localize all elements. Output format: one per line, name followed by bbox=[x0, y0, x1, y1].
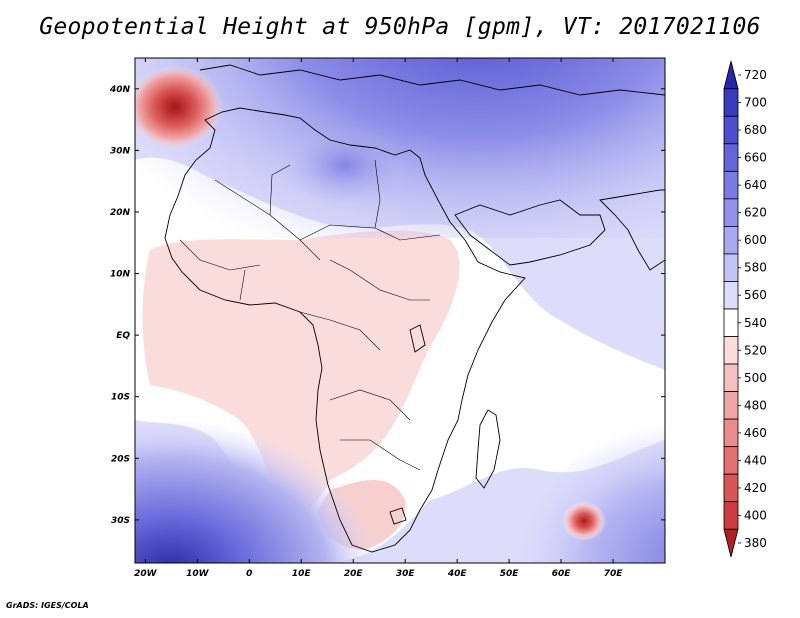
lesotho bbox=[389, 507, 407, 525]
colorbar-label: 460 bbox=[744, 426, 767, 440]
grads-credit: GrADS: IGES/COLA bbox=[6, 601, 89, 610]
field-high-southwest bbox=[135, 420, 395, 563]
lat-label: 30N bbox=[110, 146, 131, 156]
colorbar-swatch bbox=[723, 418, 739, 448]
coastline-africa bbox=[164, 107, 526, 553]
colorbar-label: 480 bbox=[744, 398, 767, 412]
colorbar-label: 660 bbox=[744, 151, 767, 165]
colorbar-label: 580 bbox=[744, 261, 767, 275]
lon-label: 10W bbox=[186, 569, 210, 579]
colorbar-label: 620 bbox=[744, 206, 767, 220]
colorbar-swatch bbox=[723, 253, 739, 282]
axis-ticks bbox=[135, 58, 665, 563]
field-band-520 bbox=[142, 230, 460, 520]
borders-lines bbox=[179, 159, 441, 471]
colorbar-swatch bbox=[723, 198, 739, 227]
colorbar-bottom-arrow bbox=[723, 528, 739, 558]
colorbar-label: 700 bbox=[744, 96, 767, 110]
colorbar-swatch bbox=[723, 391, 739, 420]
colorbar-label: 600 bbox=[744, 233, 767, 247]
colorbar-label: 520 bbox=[744, 343, 767, 357]
field-high-sahara bbox=[285, 125, 405, 205]
colorbar-swatch bbox=[723, 226, 739, 255]
colorbar-label: 560 bbox=[744, 288, 767, 302]
lat-label: 20N bbox=[110, 208, 131, 218]
country-borders bbox=[179, 159, 441, 471]
coastline-madagascar bbox=[475, 409, 501, 489]
colorbar: 720 700 680 660 640 620 600 580 560 540 520 500 480 4… bbox=[723, 60, 767, 558]
colorbar-label: 500 bbox=[744, 371, 767, 385]
colorbar-label: 420 bbox=[744, 481, 767, 495]
colorbar-label: 720 bbox=[744, 68, 767, 82]
coastline-india bbox=[599, 189, 665, 271]
lon-label: 50E bbox=[500, 569, 520, 579]
field-high-southeast bbox=[500, 420, 665, 563]
lake-victoria bbox=[409, 324, 426, 353]
colorbar-swatch bbox=[723, 336, 739, 365]
lat-label: 10N bbox=[110, 270, 131, 280]
coastline-mediterranean bbox=[199, 64, 665, 96]
colorbar-swatch bbox=[723, 446, 739, 475]
lon-label: 30E bbox=[396, 569, 416, 579]
map-field bbox=[135, 58, 665, 563]
colorbar-label: 540 bbox=[744, 316, 767, 330]
map-title: Geopotential Height at 950hPa [gpm], VT:… bbox=[39, 14, 761, 40]
lat-label: 20S bbox=[111, 454, 130, 464]
colorbar-label: 380 bbox=[744, 536, 767, 550]
colorbar-label: 640 bbox=[744, 178, 767, 192]
colorbar-label: 440 bbox=[744, 453, 767, 467]
colorbar-swatch bbox=[723, 88, 739, 117]
lon-label: 20W bbox=[134, 569, 158, 579]
colorbar-swatch bbox=[723, 115, 739, 145]
lon-label: 40E bbox=[447, 569, 468, 579]
colorbar-swatch bbox=[723, 281, 739, 310]
colorbar-label: 400 bbox=[744, 508, 767, 522]
lat-label: 30S bbox=[111, 516, 130, 526]
colorbar-swatch bbox=[723, 143, 739, 172]
lat-label: EQ bbox=[116, 331, 130, 341]
lon-label: 70E bbox=[604, 569, 624, 579]
colorbar-swatch bbox=[723, 501, 739, 530]
field-high-north bbox=[135, 58, 665, 238]
axis-labels: 40N 30N 20N 10N EQ 10S 20S 30S 20W 10W 0 10E 20E 30E 4… bbox=[109, 85, 623, 579]
colorbar-swatch bbox=[723, 170, 739, 200]
lat-label: 10S bbox=[111, 393, 130, 403]
lon-label: 10E bbox=[292, 569, 312, 579]
map-frame bbox=[134, 57, 666, 564]
colorbar-swatch bbox=[723, 473, 739, 503]
lat-label: 40N bbox=[109, 85, 131, 95]
lon-label: 60E bbox=[552, 569, 572, 579]
colorbar-swatch bbox=[723, 308, 739, 337]
low-center-atlantic bbox=[135, 65, 223, 149]
low-center-indian-ocean bbox=[562, 501, 606, 541]
colorbar-swatch bbox=[723, 363, 739, 392]
coastlines bbox=[164, 64, 665, 553]
lon-label: 20E bbox=[344, 569, 364, 579]
colorbar-top-arrow bbox=[723, 60, 739, 90]
lon-label: 0 bbox=[246, 569, 252, 579]
coastline-arabia bbox=[454, 199, 606, 266]
colorbar-label: 680 bbox=[744, 123, 767, 137]
